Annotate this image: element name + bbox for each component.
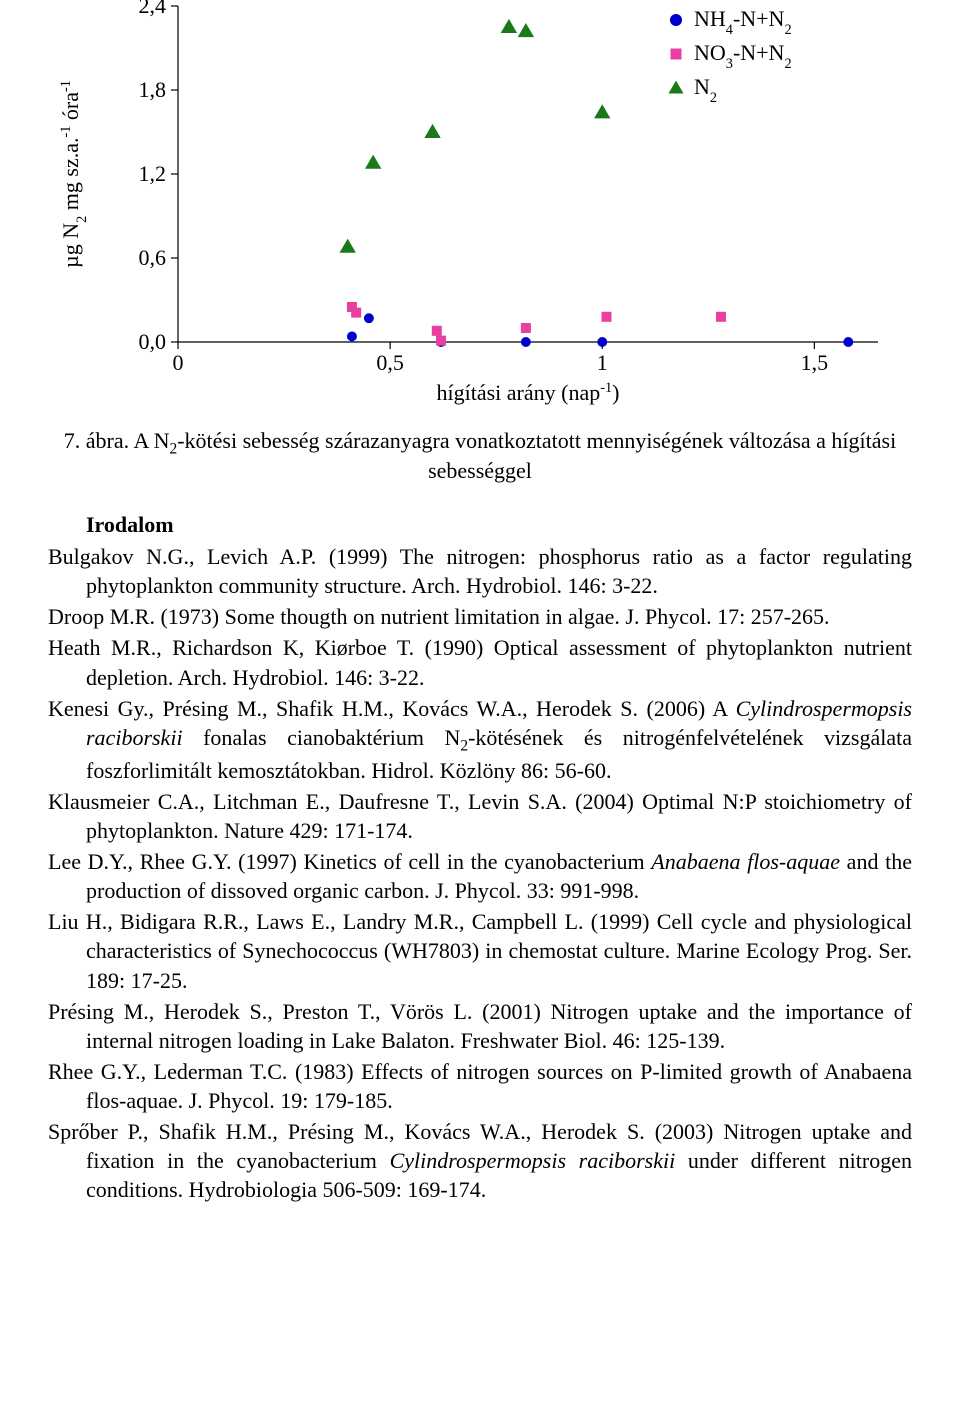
references-list: Bulgakov N.G., Levich A.P. (1999) The ni…: [48, 542, 912, 1203]
svg-text:2,4: 2,4: [139, 0, 167, 18]
svg-text:µg N2 mg sz.a.-1 óra-1: µg N2 mg sz.a.-1 óra-1: [58, 80, 90, 268]
svg-text:0,0: 0,0: [139, 329, 167, 354]
scatter-chart: 0,0 0,6 1,2 1,8 2,4 0 0,5 1 1,5 hígítási arány (n…: [48, 0, 908, 420]
reference-item: Klausmeier C.A., Litchman E., Daufresne …: [48, 787, 912, 845]
references-title: Irodalom: [86, 512, 912, 538]
chart-container: 0,0 0,6 1,2 1,8 2,4 0 0,5 1 1,5 hígítási arány (n…: [48, 0, 912, 420]
reference-item: Rhee G.Y., Lederman T.C. (1983) Effects …: [48, 1057, 912, 1115]
reference-item: Kenesi Gy., Présing M., Shafik H.M., Kov…: [48, 694, 912, 786]
reference-item: Liu H., Bidigara R.R., Laws E., Landry M…: [48, 907, 912, 994]
svg-text:NO3-N+N2: NO3-N+N2: [694, 40, 792, 72]
reference-item: Heath M.R., Richardson K, Kiørboe T. (19…: [48, 633, 912, 691]
svg-text:1,5: 1,5: [801, 350, 829, 375]
svg-text:0,5: 0,5: [376, 350, 404, 375]
caption-pre: A N: [133, 428, 169, 453]
svg-text:NH4-N+N2: NH4-N+N2: [694, 6, 792, 38]
svg-text:N2: N2: [694, 74, 717, 106]
svg-text:0: 0: [173, 350, 184, 375]
svg-text:hígítási arány (nap-1): hígítási arány (nap-1): [437, 380, 620, 405]
svg-text:1,8: 1,8: [139, 77, 167, 102]
caption-post: -kötési sebesség szárazanyagra vonatkozt…: [177, 428, 896, 483]
reference-item: Lee D.Y., Rhee G.Y. (1997) Kinetics of c…: [48, 847, 912, 905]
reference-item: Présing M., Herodek S., Preston T., Vörö…: [48, 997, 912, 1055]
reference-item: Droop M.R. (1973) Some thougth on nutrie…: [48, 602, 912, 631]
svg-text:0,6: 0,6: [139, 245, 167, 270]
figure-caption: 7. ábra. A N2-kötési sebesség szárazanya…: [48, 428, 912, 484]
figure-number: 7. ábra.: [64, 428, 129, 453]
reference-item: Bulgakov N.G., Levich A.P. (1999) The ni…: [48, 542, 912, 600]
svg-text:1,2: 1,2: [139, 161, 167, 186]
svg-text:1: 1: [597, 350, 608, 375]
reference-item: Sprőber P., Shafik H.M., Présing M., Kov…: [48, 1117, 912, 1204]
